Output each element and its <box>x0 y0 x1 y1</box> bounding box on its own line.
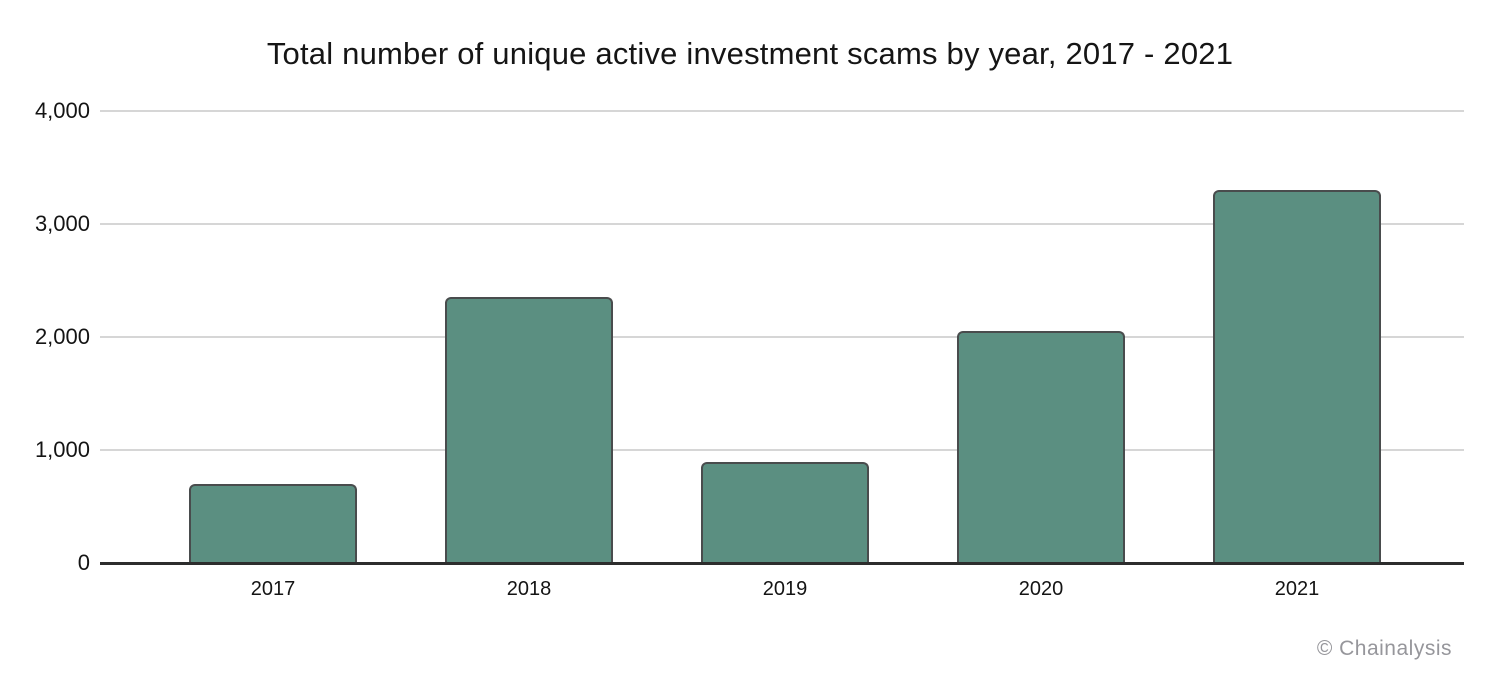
y-tick-label-0: 0 <box>77 550 90 575</box>
gridline-1000 <box>100 449 1464 451</box>
bar-2018 <box>445 297 613 563</box>
gridline-4000 <box>100 110 1464 112</box>
x-tick-label-2017: 2017 <box>250 578 296 600</box>
bar-2020 <box>957 331 1125 563</box>
bar-2019 <box>701 462 869 563</box>
x-tick-label-2020: 2020 <box>1018 578 1064 600</box>
gridline-2000 <box>100 336 1464 338</box>
y-tick-label-2000: 2,000 <box>34 324 90 349</box>
x-tick-label-2018: 2018 <box>506 578 552 600</box>
y-tick-label-4000: 4,000 <box>34 98 90 123</box>
chainalysis-credit: © Chainalysis <box>1316 637 1452 660</box>
bar-2021 <box>1213 190 1381 563</box>
bar-2017 <box>189 483 357 563</box>
x-tick-label-2021: 2021 <box>1274 578 1320 600</box>
x-tick-label-2019: 2019 <box>762 578 808 600</box>
chart-title: Total number of unique active investment… <box>266 36 1234 71</box>
y-tick-label-1000: 1,000 <box>34 437 90 462</box>
y-tick-label-3000: 3,000 <box>34 211 90 236</box>
gridline-3000 <box>100 223 1464 225</box>
x-axis-line <box>100 562 1464 565</box>
